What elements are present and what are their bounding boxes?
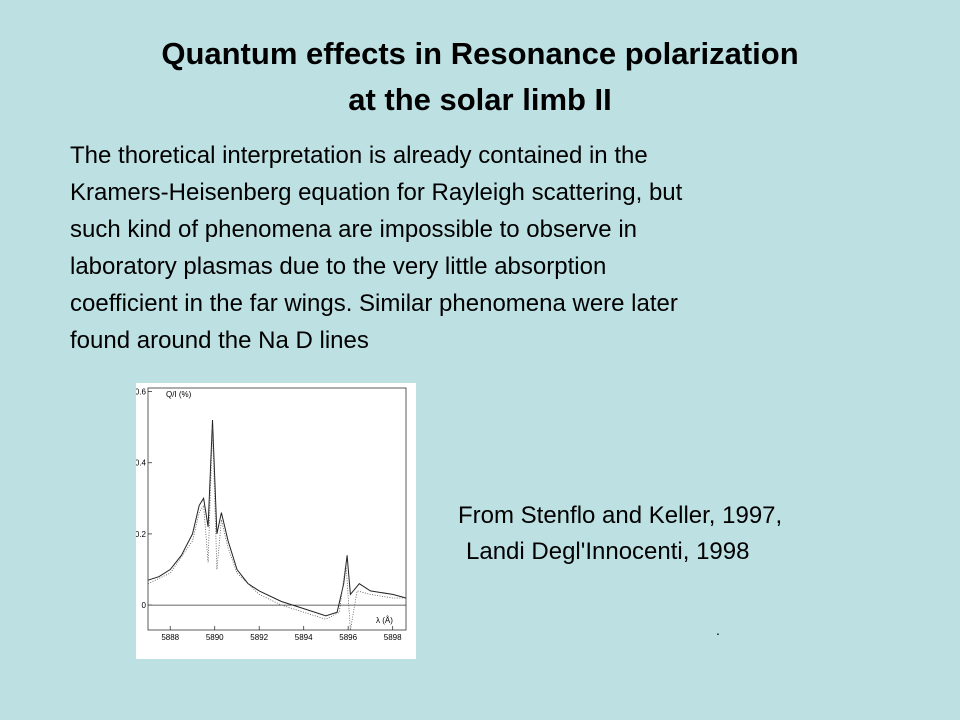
caption: Landi Degl'Innocenti, 1998 xyxy=(466,538,750,565)
x-tick-label: 5888 xyxy=(161,633,179,642)
body-line: found around the Na D lines xyxy=(70,327,369,354)
body-line: laboratory plasmas due to the very littl… xyxy=(70,253,607,280)
x-tick-label: 5890 xyxy=(206,633,224,642)
x-tick-label: 5892 xyxy=(250,633,268,642)
body-line: coefficient in the far wings. Similar ph… xyxy=(70,290,678,317)
caption: From Stenflo and Keller, 1997, xyxy=(458,502,783,529)
y-tick-label: 0.4 xyxy=(136,459,147,468)
footnote: . xyxy=(716,622,720,638)
figure-background xyxy=(136,383,416,659)
curve xyxy=(147,419,407,617)
body-line: The thoretical interpretation is already… xyxy=(70,142,648,169)
x-tick-label: 5898 xyxy=(384,633,402,642)
x-tick-label: 5894 xyxy=(295,633,313,642)
body-line: such kind of phenomena are impossible to… xyxy=(70,216,637,243)
y-tick-label: 0.6 xyxy=(136,388,147,397)
body-line: Kramers-Heisenberg equation for Rayleigh… xyxy=(70,179,683,206)
title: Quantum effects in Resonance polarizatio… xyxy=(161,36,799,71)
y-tick-label: 0.2 xyxy=(136,530,147,539)
plot-frame xyxy=(147,387,407,631)
x-tick-label: 5896 xyxy=(339,633,357,642)
title: at the solar limb II xyxy=(348,82,612,117)
figure: Q/I (%) λ (Å) 0 0.2 0.4 0.6 5888 5890 5892 5894… xyxy=(136,383,416,659)
x-axis-label: λ (Å) xyxy=(376,616,393,625)
y-axis-label: Q/I (%) xyxy=(166,390,192,399)
y-tick-label: 0 xyxy=(142,601,147,610)
